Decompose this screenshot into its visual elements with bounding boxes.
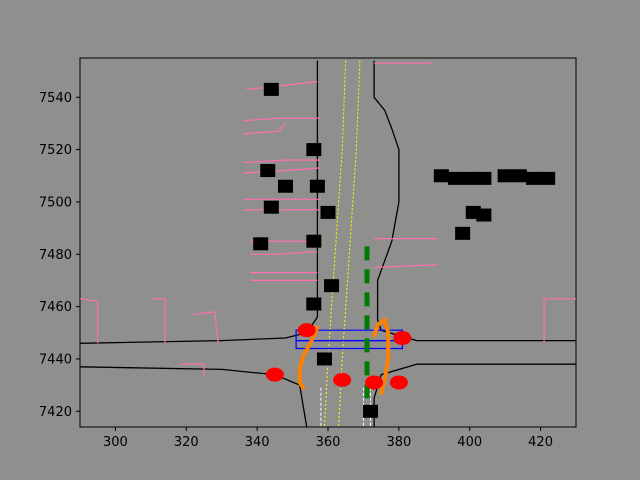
parking-line-13	[374, 264, 438, 268]
y-tick-label-1: 7440	[39, 352, 72, 367]
x-tick-label-1: 320	[174, 435, 199, 450]
y-tick-label-5: 7520	[39, 143, 72, 158]
x-tick-label-2: 340	[245, 435, 270, 450]
vehicle-box-6	[320, 205, 336, 219]
x-tick-label-4: 380	[386, 435, 411, 450]
parking-line-4	[242, 167, 321, 174]
vehicle-box-16	[476, 171, 492, 185]
vehicle-box-23	[455, 226, 471, 240]
y-tick-label-4: 7500	[39, 195, 72, 210]
agent-marker-3	[333, 372, 352, 387]
vehicle-box-1	[306, 143, 322, 157]
parking-line-8	[250, 251, 318, 255]
agent-marker-5	[389, 375, 408, 390]
y-tick-label-6: 7540	[39, 91, 72, 106]
vehicle-box-12	[363, 404, 379, 418]
x-tick-label-6: 420	[528, 435, 553, 450]
parking-line-3	[242, 159, 321, 164]
vehicle-box-0	[263, 82, 279, 96]
vehicle-box-3	[277, 179, 293, 193]
vehicle-box-9	[324, 279, 340, 293]
agent-marker-4	[365, 375, 384, 390]
agent-marker-0	[297, 323, 316, 338]
x-tick-label-5: 400	[457, 435, 482, 450]
vehicle-box-22	[476, 208, 492, 222]
vehicle-box-8	[306, 234, 322, 248]
chart-axes: 300 320 340 360 380 400 420 7420 7440 7460 7480 750…	[39, 91, 553, 450]
vehicle-box-11	[316, 352, 332, 366]
chart-marks	[80, 60, 576, 427]
vehicle-box-7	[253, 237, 269, 251]
vehicle-box-17	[497, 169, 513, 183]
vehicle-box-5	[263, 200, 279, 214]
trajectory-line-0	[297, 325, 320, 390]
vehicle-box-18	[511, 169, 527, 183]
y-tick-label-3: 7480	[39, 248, 72, 263]
vehicle-box-15	[462, 171, 478, 185]
parking-line-1	[242, 117, 321, 122]
parking-line-16	[193, 311, 219, 344]
x-tick-label-0: 300	[103, 435, 128, 450]
parking-line-2	[242, 122, 286, 135]
vehicle-box-20	[540, 171, 556, 185]
vehicle-box-10	[306, 297, 322, 311]
y-tick-label-2: 7460	[39, 300, 72, 315]
vehicle-box-19	[525, 171, 541, 185]
parking-line-17	[179, 363, 205, 378]
vehicle-box-4	[309, 179, 325, 193]
parking-line-15	[150, 298, 166, 344]
plot-area	[79, 57, 577, 428]
vehicle-box-14	[448, 171, 464, 185]
trajectory-line-1	[372, 317, 391, 395]
vehicle-box-2	[260, 164, 276, 178]
agent-marker-2	[265, 367, 284, 382]
parking-line-14	[80, 298, 99, 344]
lane-marking-line-0	[324, 60, 347, 427]
vehicle-box-13	[433, 169, 449, 183]
parking-line-18	[543, 298, 576, 344]
x-tick-label-3: 360	[316, 435, 341, 450]
y-tick-label-0: 7420	[39, 405, 72, 420]
agent-marker-1	[393, 331, 412, 346]
